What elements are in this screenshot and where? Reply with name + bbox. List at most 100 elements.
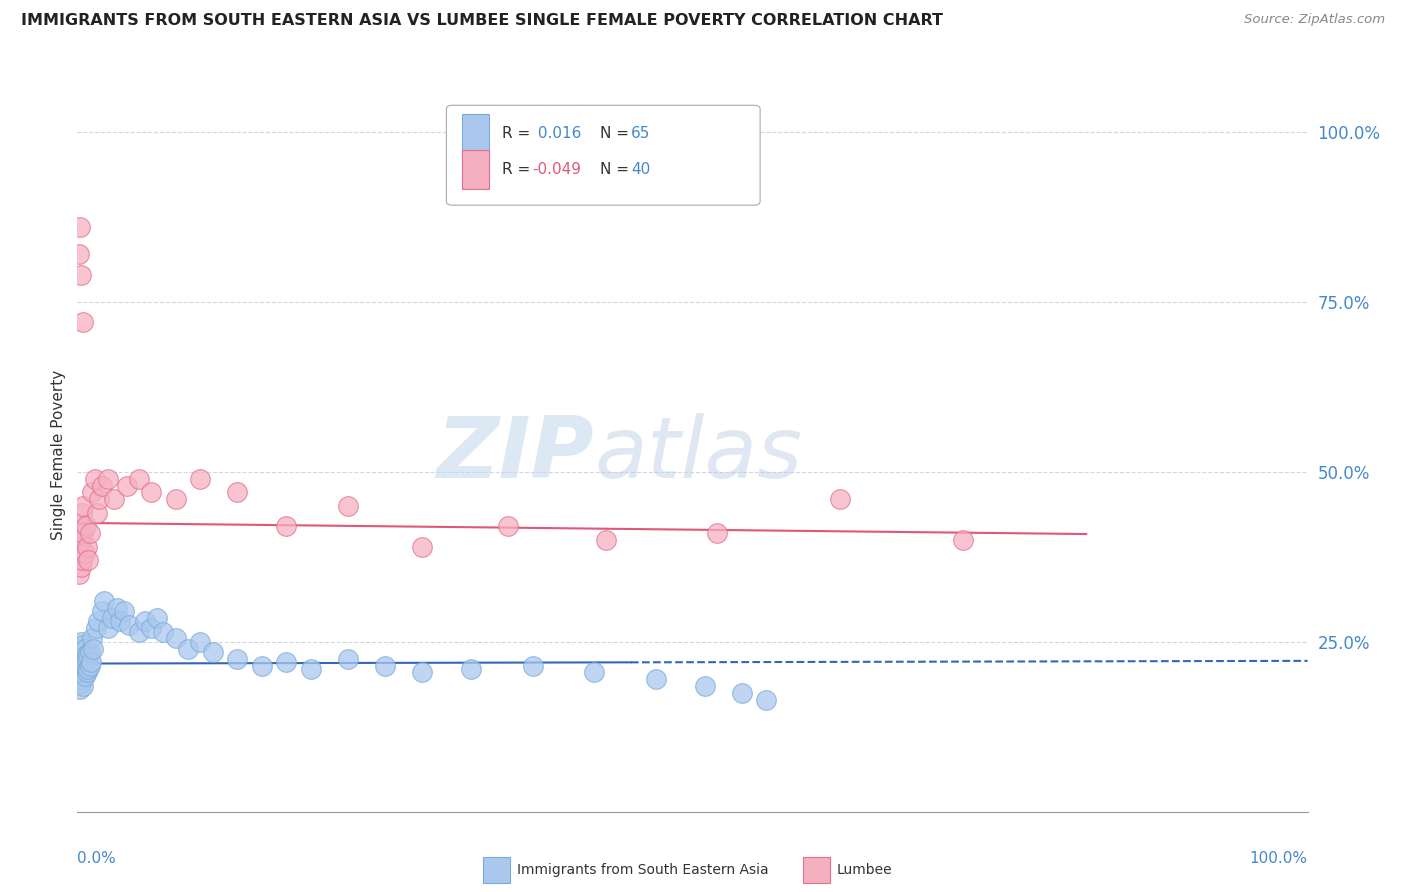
Text: 40: 40 [631, 162, 650, 177]
Point [79, 658, 101, 673]
Point [460, 662, 482, 676]
Text: -0.049: -0.049 [533, 162, 582, 177]
Point [830, 492, 852, 507]
Point [110, 615, 132, 629]
Point [72, 638, 94, 652]
Point [67, 655, 90, 669]
Point [299, 662, 322, 676]
Point [337, 652, 360, 666]
Point [73, 546, 96, 560]
Text: 65: 65 [631, 127, 651, 141]
Point [84, 621, 107, 635]
Bar [803, 857, 831, 883]
Point [69, 655, 91, 669]
Bar [463, 150, 489, 189]
Point [152, 624, 174, 639]
Point [374, 658, 396, 673]
Point [595, 533, 617, 547]
Text: Lumbee: Lumbee [837, 863, 891, 877]
Text: R =: R = [502, 127, 534, 141]
Point [177, 641, 200, 656]
Point [90, 478, 114, 492]
Point [70, 675, 93, 690]
Y-axis label: Single Female Poverty: Single Female Poverty [51, 370, 66, 540]
Point [69, 682, 91, 697]
Point [76, 652, 98, 666]
Point [112, 604, 135, 618]
Point [90, 604, 114, 618]
Point [70, 662, 93, 676]
Point [72, 679, 94, 693]
Point [118, 617, 141, 632]
Point [128, 624, 150, 639]
Point [69, 519, 91, 533]
Point [706, 526, 728, 541]
FancyBboxPatch shape [447, 105, 761, 205]
Point [70, 506, 93, 520]
Point [82, 641, 104, 656]
Text: 0.0%: 0.0% [77, 851, 117, 866]
Point [276, 655, 298, 669]
Point [70, 553, 93, 567]
Point [69, 641, 91, 656]
Point [79, 526, 101, 541]
Point [97, 472, 120, 486]
Point [77, 662, 100, 676]
Point [77, 648, 100, 663]
Point [73, 655, 96, 669]
Point [72, 665, 94, 680]
Point [75, 519, 97, 533]
Point [69, 220, 91, 235]
Text: N =: N = [600, 162, 634, 177]
Point [87, 615, 110, 629]
Point [97, 621, 120, 635]
Point [80, 655, 103, 669]
Point [103, 492, 125, 507]
Point [76, 665, 98, 680]
Point [496, 519, 519, 533]
Point [731, 686, 754, 700]
Point [73, 641, 96, 656]
Point [755, 692, 778, 706]
Point [93, 594, 115, 608]
Point [82, 632, 104, 646]
Point [70, 658, 93, 673]
Text: N =: N = [600, 127, 634, 141]
Text: R =: R = [502, 162, 534, 177]
Point [79, 645, 101, 659]
Point [86, 506, 108, 520]
Point [201, 645, 224, 659]
Point [83, 472, 105, 486]
Point [337, 499, 360, 513]
Point [76, 540, 98, 554]
Point [70, 268, 93, 282]
Point [952, 533, 974, 547]
Point [411, 540, 433, 554]
Point [226, 485, 249, 500]
Text: 100.0%: 100.0% [1250, 851, 1308, 866]
Point [70, 635, 93, 649]
Point [276, 519, 298, 533]
Point [77, 553, 100, 567]
Point [70, 645, 93, 659]
Text: Source: ZipAtlas.com: Source: ZipAtlas.com [1244, 13, 1385, 27]
Bar [463, 114, 489, 153]
Point [522, 658, 544, 673]
Point [72, 526, 94, 541]
Point [141, 621, 163, 635]
Point [105, 600, 128, 615]
Point [70, 672, 93, 686]
Point [67, 566, 90, 581]
Point [146, 611, 169, 625]
Point [70, 533, 93, 547]
Point [141, 485, 163, 500]
Text: ZIP: ZIP [436, 413, 595, 497]
Point [75, 648, 97, 663]
Point [73, 669, 96, 683]
Point [67, 669, 90, 683]
Point [70, 648, 93, 663]
Point [128, 472, 150, 486]
Point [115, 478, 138, 492]
Point [411, 665, 433, 680]
Point [72, 652, 94, 666]
